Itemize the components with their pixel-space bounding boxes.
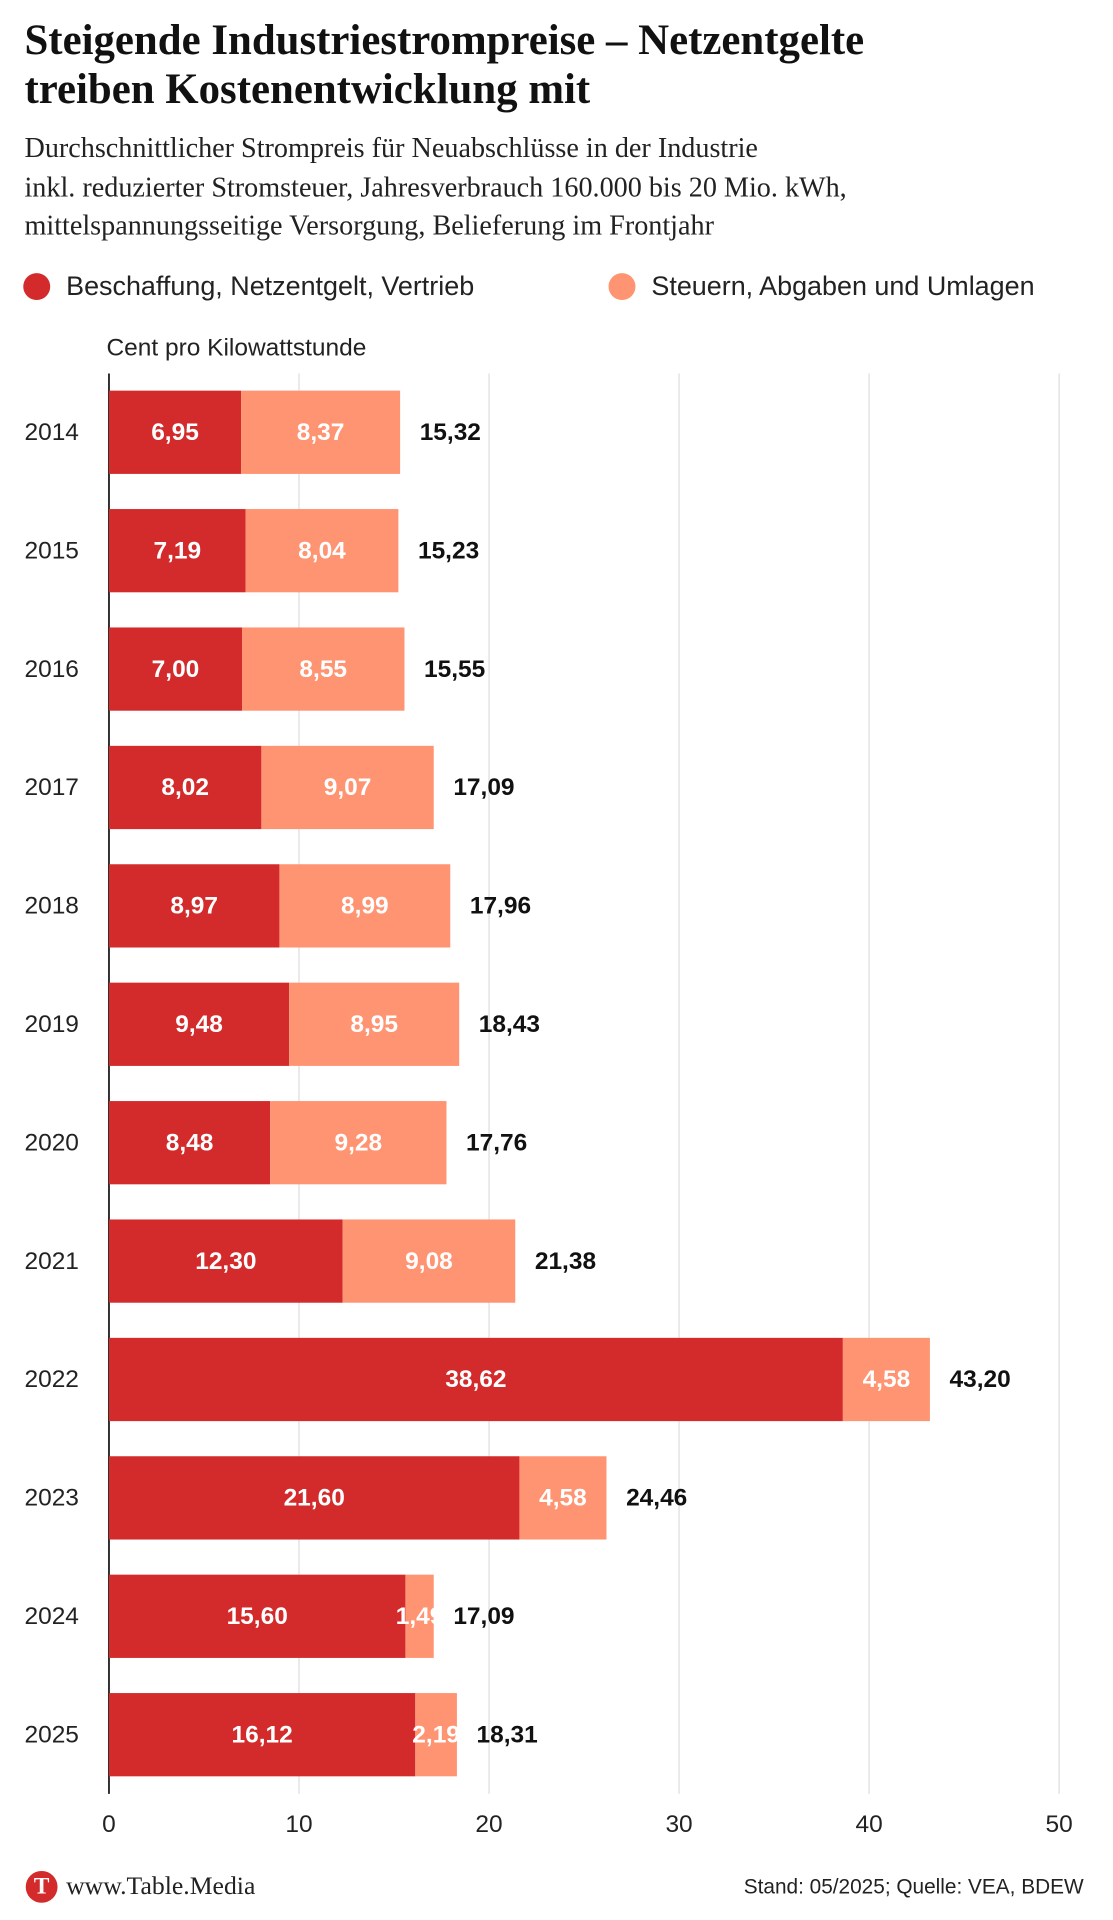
y-tick-label: 2015 [24,537,78,564]
chart-title: treiben Kostenentwicklung mit [24,66,590,113]
total-label: 17,09 [453,1603,514,1630]
y-tick-label: 2021 [24,1248,78,1275]
bar-segment [108,1693,416,1777]
value-label: 12,30 [195,1248,256,1275]
legend-swatch [23,273,51,301]
total-label: 15,55 [424,656,485,683]
total-label: 17,76 [466,1129,527,1156]
x-tick-label: 40 [855,1811,882,1838]
y-tick-label: 2020 [24,1129,78,1156]
bar-segment [108,390,242,474]
legend-label: Beschaffung, Netzentgelt, Vertrieb [66,271,474,301]
value-label: 9,07 [324,774,372,801]
bar-segment [279,864,451,948]
value-label: 8,48 [166,1129,214,1156]
bar-segment [519,1456,607,1540]
bar-segment [108,1101,271,1185]
value-label: 1,49 [396,1603,444,1630]
value-label: 38,62 [445,1366,506,1393]
x-tick-label: 0 [102,1811,116,1838]
total-label: 17,96 [470,893,531,920]
value-label: 9,28 [334,1129,382,1156]
bar-segment [108,627,242,711]
total-label: 21,38 [535,1248,596,1275]
subtitle: mittelspannungsseitige Versorgung, Belie… [24,210,714,241]
bar-segment [108,1337,843,1422]
bar-segment [342,1219,516,1303]
y-tick-label: 2023 [24,1485,78,1512]
value-label: 6,95 [151,419,199,446]
value-label: 15,60 [227,1603,288,1630]
value-label: 4,58 [863,1366,911,1393]
bar-segment [241,390,401,474]
value-label: 9,48 [175,1011,223,1038]
value-label: 8,55 [299,656,347,683]
x-tick-label: 50 [1046,1811,1073,1838]
chart-title: Steigende Industriestrompreise – Netzent… [24,17,864,64]
bar-segment [108,1574,406,1658]
value-label: 8,97 [170,893,218,920]
y-tick-label: 2019 [24,1011,78,1038]
value-label: 8,37 [297,419,345,446]
bar-segment [842,1337,930,1422]
bar-segment [270,1101,447,1185]
total-label: 24,46 [626,1485,687,1512]
bar-segment [405,1574,434,1658]
value-label: 7,00 [152,656,200,683]
bar-segment [108,864,280,948]
logo-text: T [34,1873,50,1899]
x-tick-label: 20 [475,1811,502,1838]
value-label: 7,19 [153,537,201,564]
bar-segment [108,745,262,830]
y-tick-label: 2014 [24,419,78,446]
x-tick-label: 30 [665,1811,692,1838]
axis-label: Cent pro Kilowattstunde [107,334,367,361]
value-label: 8,02 [161,774,209,801]
site: www.Table.Media [66,1871,256,1900]
source: Stand: 05/2025; Quelle: VEA, BDEW [744,1876,1084,1899]
bar-segment [415,1693,457,1777]
logo [25,1870,58,1903]
bar-segment [108,509,246,593]
value-label: 8,99 [341,893,389,920]
total-label: 18,43 [479,1011,540,1038]
y-tick-label: 2016 [24,656,78,683]
legend-swatch [608,273,636,301]
legend-label: Steuern, Abgaben und Umlagen [651,271,1034,301]
total-label: 15,23 [418,537,479,564]
bar-segment [261,745,434,830]
value-label: 4,58 [539,1485,587,1512]
value-label: 8,04 [298,537,346,564]
value-label: 21,60 [284,1485,345,1512]
total-label: 15,32 [420,419,481,446]
value-label: 16,12 [232,1721,293,1748]
value-label: 9,08 [405,1248,453,1275]
bar-segment [289,982,460,1066]
subtitle: Durchschnittlicher Strompreis für Neuabs… [24,133,757,164]
total-label: 43,20 [949,1366,1010,1393]
x-tick-label: 10 [285,1811,312,1838]
bar-segment [108,1219,343,1303]
bar-segment [108,982,290,1066]
bar-segment [245,509,399,593]
bar-segment [108,1456,520,1540]
bar-segment [241,627,405,711]
subtitle: inkl. reduzierter Stromsteuer, Jahresver… [24,172,846,203]
y-tick-label: 2018 [24,893,78,920]
y-tick-label: 2022 [24,1366,78,1393]
y-tick-label: 2024 [24,1603,78,1630]
total-label: 17,09 [453,774,514,801]
total-label: 18,31 [477,1721,538,1748]
y-tick-label: 2025 [24,1721,78,1748]
value-label: 8,95 [350,1011,398,1038]
value-label: 2,19 [412,1721,460,1748]
y-tick-label: 2017 [24,774,78,801]
